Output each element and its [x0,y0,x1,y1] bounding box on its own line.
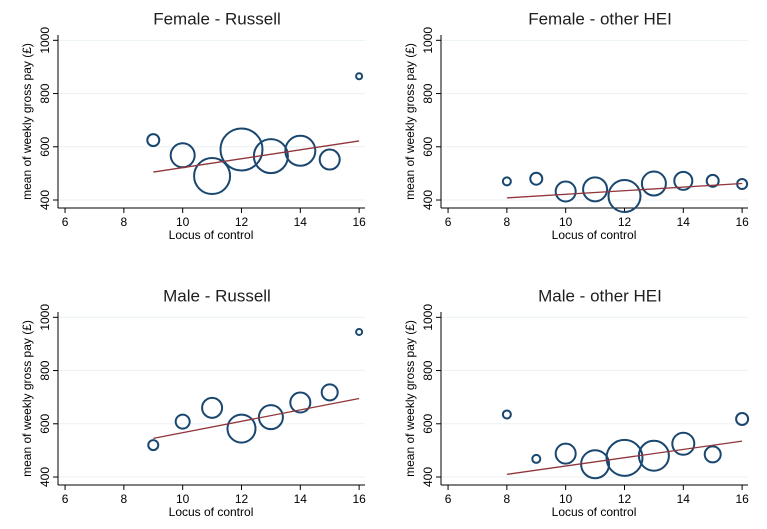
bubble [320,383,339,402]
x-tick-label: 6 [445,492,452,506]
bubble [531,453,542,464]
x-tick-label: 8 [504,215,511,229]
panel-title: Female - Russell [153,9,281,28]
x-tick-label: 14 [677,492,691,506]
x-tick-label: 10 [176,492,190,506]
x-tick-label: 10 [176,215,190,229]
bubble [226,413,257,444]
x-axis-label: Locus of control [552,505,637,519]
fit-line [153,140,360,173]
x-tick-label: 12 [235,215,249,229]
bubble [355,327,364,336]
bubble [289,391,312,414]
x-tick-label: 14 [294,492,308,506]
x-tick-label: 16 [352,215,366,229]
y-tick-label: 1000 [421,304,435,331]
bubble [705,173,720,188]
bubble [582,176,609,203]
panel-title: Male - Russell [163,286,271,305]
x-tick-label: 8 [504,492,511,506]
bubble [355,72,364,81]
x-tick-label: 16 [735,492,749,506]
y-tick-label: 600 [421,413,435,433]
x-tick-label: 14 [677,215,691,229]
x-tick-label: 16 [735,215,749,229]
bubble [318,148,341,171]
x-tick-label: 16 [352,492,366,506]
panel: Male - Russell 400 600 800 1000 6 8 10 12 14 16 Loc… [20,286,366,519]
x-tick-label: 6 [62,215,69,229]
x-tick-label: 6 [62,492,69,506]
y-tick-label: 800 [38,83,52,103]
bubble [735,411,750,426]
fit-line [506,440,743,475]
bubble [673,170,694,191]
bubble [257,404,284,431]
bubble [147,439,160,452]
x-tick-label: 10 [559,215,573,229]
bubble [605,438,644,477]
bubble [174,413,191,430]
fit-line [506,182,743,199]
y-tick-label: 600 [38,413,52,433]
y-tick-label: 1000 [38,304,52,331]
y-tick-label: 800 [421,83,435,103]
x-tick-label: 12 [618,492,632,506]
bubble [607,179,642,214]
fit-line [153,397,360,440]
y-tick-label: 800 [38,360,52,380]
bubble [252,138,289,175]
bubble [146,133,161,148]
bubble [529,171,544,186]
x-tick-label: 12 [235,492,249,506]
y-axis-label: mean of weekly gross pay (£) [403,43,417,200]
bubble [501,176,512,187]
bubble [193,157,232,196]
x-tick-label: 8 [121,215,128,229]
x-tick-label: 10 [559,492,573,506]
y-tick-label: 600 [38,136,52,156]
y-axis-label: mean of weekly gross pay (£) [403,320,417,477]
x-tick-label: 6 [445,215,452,229]
y-tick-label: 1000 [38,27,52,54]
bubble [580,449,611,480]
y-tick-label: 400 [38,467,52,487]
bubble [201,396,224,419]
y-tick-label: 400 [421,190,435,210]
y-tick-label: 400 [421,467,435,487]
panel: Male - other HEI 400 600 800 1000 6 8 10 12 14 16 L… [403,286,750,519]
x-tick-label: 14 [294,215,308,229]
x-axis-label: Locus of control [552,228,637,242]
bubble [501,409,512,420]
y-tick-label: 400 [38,190,52,210]
x-tick-label: 12 [618,215,632,229]
y-axis-label: mean of weekly gross pay (£) [20,43,34,200]
y-tick-label: 600 [421,136,435,156]
x-tick-label: 8 [121,492,128,506]
panel-title: Male - other HEI [538,286,662,305]
bubble [703,445,722,464]
bubble [640,170,667,197]
bubble [671,431,696,456]
y-tick-label: 800 [421,360,435,380]
panel: Female - Russell 400 600 800 1000 6 8 10 12 14 16 L… [20,9,366,242]
panel-title: Female - other HEI [528,9,672,28]
bubble [284,134,317,167]
bubble [219,127,264,172]
y-tick-label: 1000 [421,27,435,54]
panel: Female - other HEI 400 600 800 1000 6 8 10 12 14 1… [403,9,749,242]
bubble [637,439,670,472]
bubble [554,180,577,203]
x-axis-label: Locus of control [169,505,254,519]
y-axis-label: mean of weekly gross pay (£) [20,320,34,477]
bubble [554,442,577,465]
x-axis-label: Locus of control [169,228,254,242]
